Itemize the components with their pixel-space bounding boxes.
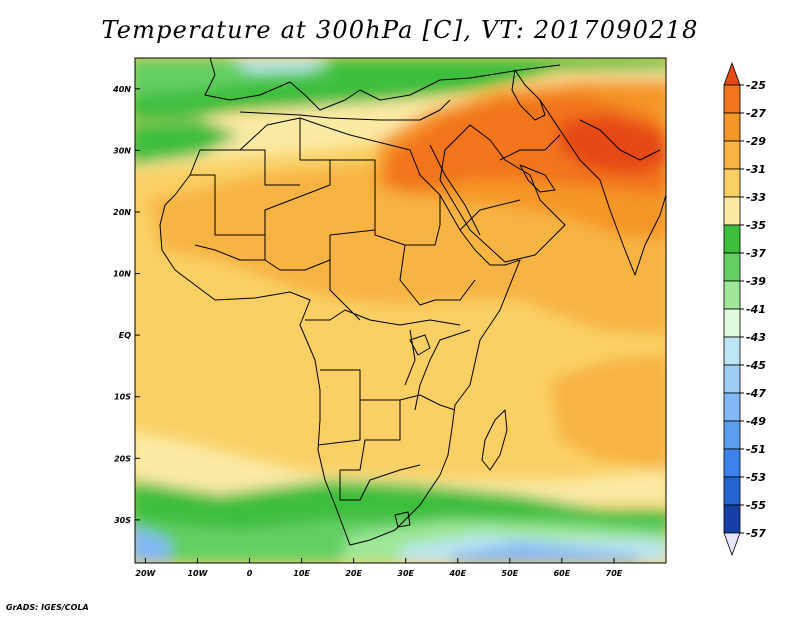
lat-label: 10S (114, 393, 131, 402)
lat-label: 20N (113, 208, 131, 217)
lon-label: 60E (554, 569, 571, 578)
lat-label: 20S (114, 454, 131, 463)
colorbar-label: -41 (746, 303, 766, 316)
colorbar-swatch (723, 224, 741, 254)
colorbar-swatch (723, 168, 741, 198)
colorbar-bottom-arrow (723, 532, 741, 557)
colorbar-swatch (723, 140, 741, 170)
colorbar-label: -33 (746, 191, 766, 204)
lon-label: 40E (448, 569, 466, 578)
colorbar-swatch (723, 308, 741, 338)
colorbar-label: -31 (746, 163, 766, 176)
lon-label: 0 (247, 569, 253, 578)
lon-label: 10E (293, 569, 310, 578)
lat-label: 30N (113, 146, 131, 155)
colorbar-swatch (723, 392, 741, 422)
lon-label: 20E (345, 569, 362, 578)
colorbar-swatch (723, 280, 741, 310)
colorbar-top-arrow (723, 61, 741, 86)
colorbar: -25 -27 -29 -31 -33 -35 -37 -39 -41 -43 -45 -47 -49 -… (723, 61, 766, 557)
colorbar-swatch (723, 420, 741, 450)
lon-label: 20W (135, 569, 156, 578)
lon-label: 10W (187, 569, 208, 578)
lon-label: 30E (397, 569, 414, 578)
colorbar-label: -35 (746, 219, 766, 232)
colorbar-label: -37 (746, 247, 766, 260)
colorbar-label: -43 (746, 331, 766, 344)
colorbar-swatch (723, 112, 741, 142)
colorbar-swatch (723, 476, 741, 506)
colorbar-label: -51 (746, 443, 766, 456)
colorbar-swatch (723, 84, 741, 114)
colorbar-label: -27 (746, 107, 766, 120)
lat-label: EQ (119, 331, 131, 340)
lon-label: 70E (606, 569, 623, 578)
colorbar-label: -45 (746, 359, 766, 372)
temperature-field (135, 58, 666, 563)
lon-label: 50E (502, 569, 519, 578)
longitude-axis: 20W 10W 0 10E 20E 30E 40E 50E 60E 70E (135, 558, 623, 578)
colorbar-label: -57 (746, 527, 766, 540)
latitude-axis: 40N 30N 20N 10N EQ 10S 20S 30S (112, 85, 140, 525)
colorbar-label: -49 (746, 415, 766, 428)
lat-label: 40N (112, 85, 131, 94)
colorbar-label: -25 (746, 79, 766, 92)
colorbar-swatch (723, 252, 741, 282)
map-title: Temperature at 300hPa [C], VT: 201709021… (101, 16, 699, 44)
lat-label: 10N (113, 270, 131, 279)
colorbar-label: -39 (746, 275, 766, 288)
colorbar-swatch (723, 448, 741, 478)
colorbar-label: -53 (746, 471, 766, 484)
map-frame (134, 57, 667, 564)
colorbar-label: -47 (746, 387, 766, 400)
colorbar-swatch (723, 364, 741, 394)
colorbar-label: -29 (746, 135, 766, 148)
lat-label: 30S (114, 516, 131, 525)
credit-label: GrADS: IGES/COLA (6, 603, 89, 612)
colorbar-swatch (723, 504, 741, 534)
colorbar-label: -55 (746, 499, 766, 512)
colorbar-swatch (723, 336, 741, 366)
colorbar-swatch (723, 196, 741, 226)
